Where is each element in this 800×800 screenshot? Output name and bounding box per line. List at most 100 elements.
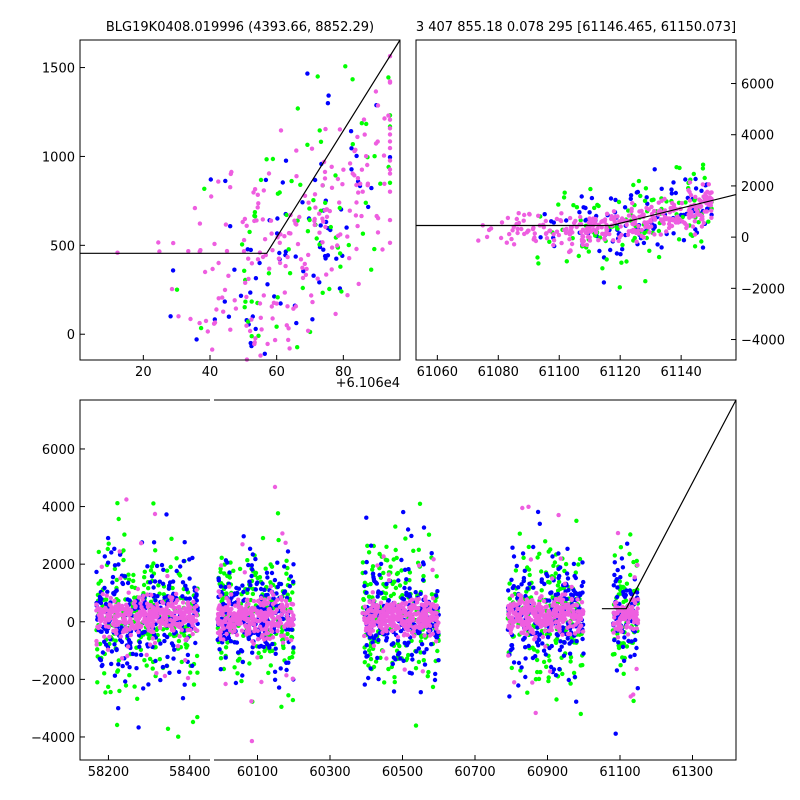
panel-bottom-point-blue (522, 635, 527, 640)
panel-top-right-point-magenta (554, 216, 560, 222)
panel-bottom-point-blue (418, 690, 423, 695)
panel-bottom-point-magenta (174, 616, 179, 622)
panel-bottom-point-magenta (182, 606, 187, 611)
panel-top-right-point-magenta (602, 219, 607, 224)
panel-top-left-x-tick-label: 40 (202, 365, 219, 380)
panel-bottom-point-green (290, 590, 295, 595)
panel-bottom-point-magenta (362, 633, 367, 639)
panel-bottom-point-magenta (530, 680, 535, 685)
panel-bottom-point-green (384, 544, 389, 549)
panel-bottom-point-green (544, 664, 549, 669)
panel-bottom-point-blue (534, 630, 540, 635)
panel-bottom-point-green (426, 669, 431, 675)
panel-top-right-point-blue (628, 193, 634, 198)
panel-bottom-point-blue (372, 578, 377, 584)
panel-top-right-point-magenta (626, 213, 632, 218)
panel-bottom-point-green (95, 680, 100, 685)
panel-bottom-point-magenta (266, 609, 271, 615)
panel-top-left-point-magenta (306, 252, 311, 258)
panel-bottom-point-magenta (543, 612, 549, 617)
panel-top-left-point-green (327, 286, 332, 292)
panel-bottom-point-magenta (261, 600, 267, 605)
panel-bottom-point-magenta (506, 614, 512, 620)
panel-bottom-point-magenta (126, 590, 131, 595)
panel-bottom-point-green (270, 648, 275, 653)
panel-top-right-point-blue (671, 180, 676, 185)
panel-top-right-point-blue (634, 190, 639, 195)
panel-top-right-point-green (680, 214, 685, 220)
panel-bottom-point-magenta (162, 673, 168, 679)
panel-top-right-y-tick-label: 6000 (741, 78, 774, 93)
panel-top-left-point-green (320, 290, 325, 295)
panel-bottom-point-magenta (517, 615, 522, 620)
panel-top-left-point-magenta (292, 218, 297, 223)
panel-top-right-point-magenta (705, 189, 710, 194)
panel-bottom-point-magenta (117, 549, 122, 554)
panel-top-left-point-magenta (282, 234, 287, 239)
panel-bottom-point-green (156, 583, 161, 588)
panel-top-right-point-magenta (516, 220, 522, 226)
panel-bottom-point-green (108, 689, 113, 695)
panel-bottom-point-magenta (543, 604, 548, 610)
panel-bottom-point-blue (174, 568, 179, 574)
panel-bottom-point-blue (567, 651, 573, 656)
panel-bottom-point-magenta (382, 610, 387, 616)
panel-bottom-point-magenta (259, 679, 264, 685)
panel-top-left-point-blue (222, 299, 227, 304)
panel-top-left-point-magenta (305, 328, 311, 333)
panel-bottom-point-green (191, 682, 197, 687)
panel-bottom-point-magenta (380, 649, 386, 654)
panel-bottom-point-magenta (399, 617, 404, 623)
panel-top-left-point-green (270, 156, 276, 162)
panel-bottom-point-blue (97, 594, 103, 599)
panel-bottom-point-blue (554, 632, 559, 637)
panel-top-left-point-magenta (243, 280, 248, 285)
panel-bottom-point-blue (558, 639, 563, 644)
panel-top-right-point-green (632, 235, 637, 241)
panel-bottom-point-magenta (281, 606, 286, 611)
panel-bottom-point-magenta (430, 596, 436, 601)
panel-bottom-point-green (612, 553, 617, 558)
panel-bottom-point-blue (510, 545, 515, 550)
panel-bottom-point-magenta (185, 675, 191, 681)
panel-bottom-point-magenta (390, 616, 395, 621)
panel-bottom-point-magenta (129, 608, 134, 613)
panel-top-right-point-magenta (706, 182, 711, 187)
panel-bottom-point-green (534, 657, 540, 663)
panel-top-left-point-magenta (347, 208, 352, 213)
panel-bottom-point-blue (537, 521, 542, 526)
panel-bottom-point-magenta (289, 601, 294, 606)
panel-bottom-point-magenta (223, 681, 228, 687)
panel-bottom-point-magenta (138, 601, 143, 606)
panel-top-left-point-green (350, 142, 355, 147)
panel-top-right-point-magenta (680, 219, 685, 224)
panel-bottom-point-magenta (258, 595, 264, 601)
panel-bottom-point-green (517, 531, 522, 536)
panel-top-left-y-tick-label: 500 (50, 239, 75, 254)
panel-bottom-point-blue (364, 643, 369, 648)
panel-top-left-point-magenta (228, 327, 233, 332)
panel-bottom-point-blue (366, 675, 371, 681)
panel-bottom-point-green (250, 591, 256, 597)
panel-bottom-point-magenta (563, 602, 568, 608)
panel-bottom-point-magenta (519, 630, 524, 635)
panel-top-left-point-magenta (209, 194, 214, 199)
panel-bottom-point-magenta (173, 591, 179, 597)
panel-bottom-point-magenta (226, 611, 231, 617)
panel-bottom-point-blue (429, 551, 434, 556)
panel-bottom-point-magenta (560, 605, 566, 611)
panel-bottom-point-blue (519, 582, 524, 587)
panel-top-left-point-magenta (387, 126, 393, 131)
panel-bottom-point-magenta (534, 590, 539, 596)
panel-bottom-point-magenta (242, 570, 247, 575)
panel-top-left-point-magenta (360, 189, 365, 194)
panel-bottom-point-blue (148, 580, 153, 585)
panel-bottom-point-magenta (100, 592, 106, 597)
panel-top-left-point-magenta (354, 200, 359, 205)
panel-top-left-point-blue (223, 178, 228, 184)
panel-top-left-point-magenta (304, 266, 309, 272)
panel-top-right-point-magenta (689, 209, 694, 215)
panel-bottom-point-green (107, 641, 112, 647)
panel-bottom-point-blue (285, 549, 291, 554)
panel-bottom-point-magenta (239, 628, 245, 633)
